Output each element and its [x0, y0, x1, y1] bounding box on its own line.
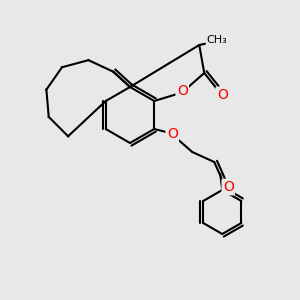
Text: O: O — [167, 127, 178, 141]
Text: O: O — [217, 88, 228, 102]
Text: CH₃: CH₃ — [207, 35, 228, 45]
Text: O: O — [223, 180, 234, 194]
Text: O: O — [177, 84, 188, 98]
